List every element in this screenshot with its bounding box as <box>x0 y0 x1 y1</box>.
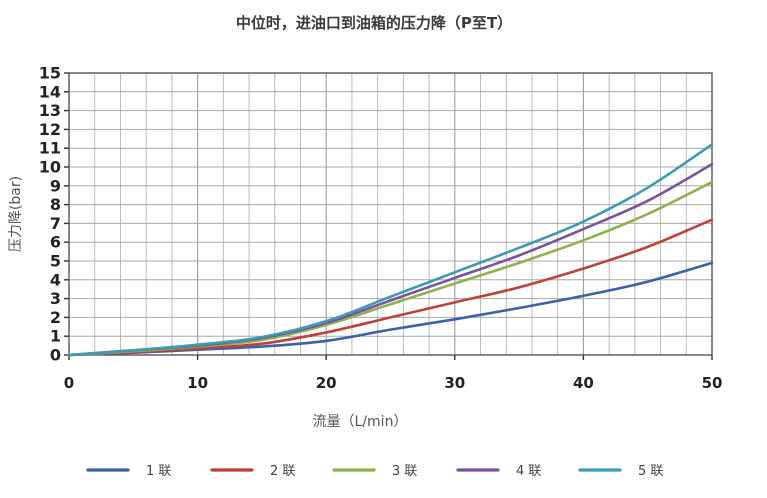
x-tick-label: 50 <box>702 374 723 392</box>
y-tick-label: 13 <box>39 101 61 120</box>
legend-label-4: 4 联 <box>516 464 541 479</box>
y-tick-label: 15 <box>39 64 61 83</box>
legend-label-1: 1 联 <box>146 464 171 479</box>
x-tick-label: 10 <box>187 374 208 392</box>
y-tick-label: 4 <box>50 270 61 289</box>
series-lines <box>67 143 714 357</box>
series-line-5 <box>67 143 714 357</box>
y-tick-label: 11 <box>39 139 61 158</box>
y-tick-label: 1 <box>50 327 61 346</box>
series-line-2 <box>67 218 714 357</box>
plot-frame <box>64 72 713 360</box>
y-tick-label: 2 <box>50 308 61 327</box>
chart-title: 中位时，进油口到油箱的压力降（P至T） <box>236 14 512 32</box>
legend-label-3: 3 联 <box>392 464 417 479</box>
y-tick-label: 8 <box>50 195 61 214</box>
y-tick-label: 9 <box>50 176 61 195</box>
y-tick-label: 6 <box>50 233 61 252</box>
x-axis-title: 流量（L/min） <box>313 414 408 430</box>
y-axis-title: 压力降(bar) <box>8 176 24 252</box>
legend-label-2: 2 联 <box>270 464 295 479</box>
plot-area <box>69 73 712 355</box>
x-tick-label: 20 <box>316 374 337 392</box>
plot-grid <box>69 73 712 355</box>
y-tick-label: 10 <box>39 158 61 177</box>
y-tick-label: 5 <box>50 252 61 271</box>
x-tick-label: 40 <box>573 374 594 392</box>
legend: 1 联 2 联 3 联 4 联 5 联 <box>86 464 663 479</box>
x-tick-label: 30 <box>444 374 465 392</box>
x-tick-label: 0 <box>64 374 74 392</box>
plot-border <box>68 72 713 356</box>
legend-label-5: 5 联 <box>638 464 663 479</box>
y-tick-label: 7 <box>50 214 61 233</box>
y-tick-label: 14 <box>39 82 61 101</box>
x-tick-labels: 0 10 20 30 40 50 <box>64 374 723 392</box>
y-tick-label: 0 <box>50 346 61 365</box>
y-tick-label: 3 <box>50 289 61 308</box>
y-tick-label: 12 <box>39 120 61 139</box>
